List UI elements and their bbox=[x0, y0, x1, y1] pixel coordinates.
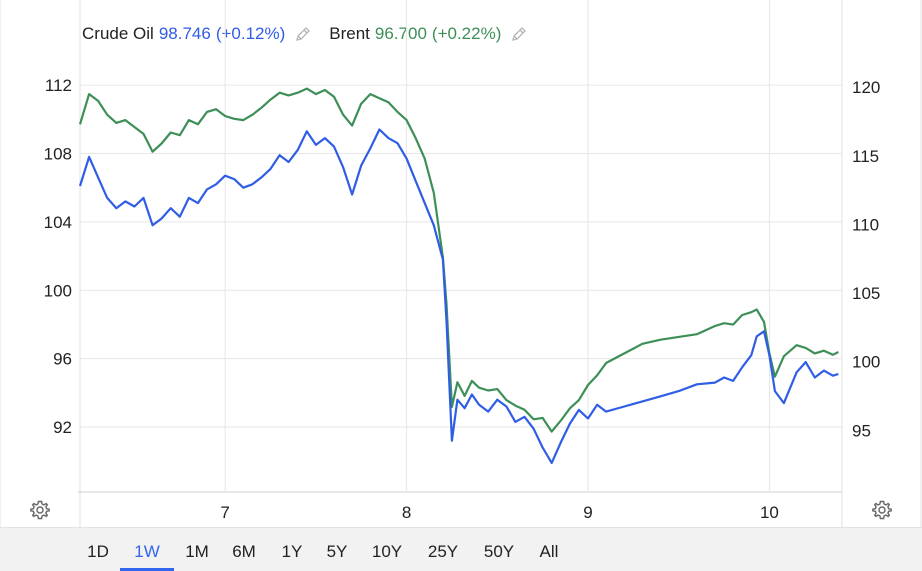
y-tick-label-right-3: 110 bbox=[852, 215, 879, 234]
x-tick-label-1: 8 bbox=[402, 503, 411, 522]
y-tick-label-left-5: 112 bbox=[45, 76, 72, 95]
y-tick-label-right-0: 95 bbox=[852, 421, 871, 440]
range-button-10y[interactable]: 10Y bbox=[371, 542, 403, 561]
legend-value-brent: 96.700 bbox=[374, 24, 427, 43]
y-tick-label-right-5: 120 bbox=[852, 78, 880, 97]
range-button-6m[interactable]: 6M bbox=[232, 542, 256, 561]
y-tick-label-right-2: 105 bbox=[852, 284, 880, 303]
range-button-5y[interactable]: 5Y bbox=[326, 542, 348, 561]
y-tick-label-left-4: 108 bbox=[44, 144, 72, 163]
legend-change-crude: (+0.12%) bbox=[215, 24, 286, 43]
y-tick-label-left-3: 104 bbox=[44, 213, 72, 232]
range-button-50y[interactable]: 50Y bbox=[483, 542, 515, 561]
legend-name-crude: Crude Oil bbox=[82, 24, 154, 43]
range-button-25y[interactable]: 25Y bbox=[427, 542, 459, 561]
range-button-all[interactable]: All bbox=[539, 542, 559, 561]
x-tick-label-2: 9 bbox=[583, 503, 592, 522]
series-line-brent bbox=[78, 87, 839, 433]
legend-change-brent: (+0.22%) bbox=[431, 24, 502, 43]
y-tick-label-right-1: 100 bbox=[852, 353, 880, 372]
range-button-1m[interactable]: 1M bbox=[185, 542, 209, 561]
range-button-1w[interactable]: 1W bbox=[134, 542, 160, 561]
legend-name-brent: Brent bbox=[329, 24, 370, 43]
range-button-1d[interactable]: 1D bbox=[87, 542, 109, 561]
x-tick-label-3: 10 bbox=[760, 503, 779, 522]
range-selector: 1D 1W 1M 6M 1Y 5Y 10Y 25Y 50Y All bbox=[0, 527, 922, 571]
settings-right-gear-icon[interactable] bbox=[871, 499, 893, 521]
y-tick-label-left-2: 100 bbox=[44, 281, 72, 300]
edit-brent-pencil-icon[interactable] bbox=[509, 24, 529, 44]
x-tick-label-0: 7 bbox=[220, 503, 229, 522]
settings-left-gear-icon[interactable] bbox=[29, 499, 51, 521]
legend: Crude Oil 98.746 (+0.12%) Brent 96.700 (… bbox=[82, 24, 545, 44]
legend-value-crude: 98.746 bbox=[158, 24, 211, 43]
y-tick-label-left-1: 96 bbox=[53, 350, 72, 369]
range-button-1y[interactable]: 1Y bbox=[281, 542, 303, 561]
y-tick-label-left-0: 92 bbox=[53, 418, 72, 437]
y-tick-label-right-4: 115 bbox=[852, 147, 879, 166]
plot-area: 92 96 100 104 108 112 95 100 105 110 115 120 7 8 9 10 bbox=[0, 0, 922, 527]
active-range-underline bbox=[120, 568, 174, 571]
series-line-crude-oil bbox=[78, 128, 839, 464]
edit-crude-pencil-icon[interactable] bbox=[293, 24, 313, 44]
